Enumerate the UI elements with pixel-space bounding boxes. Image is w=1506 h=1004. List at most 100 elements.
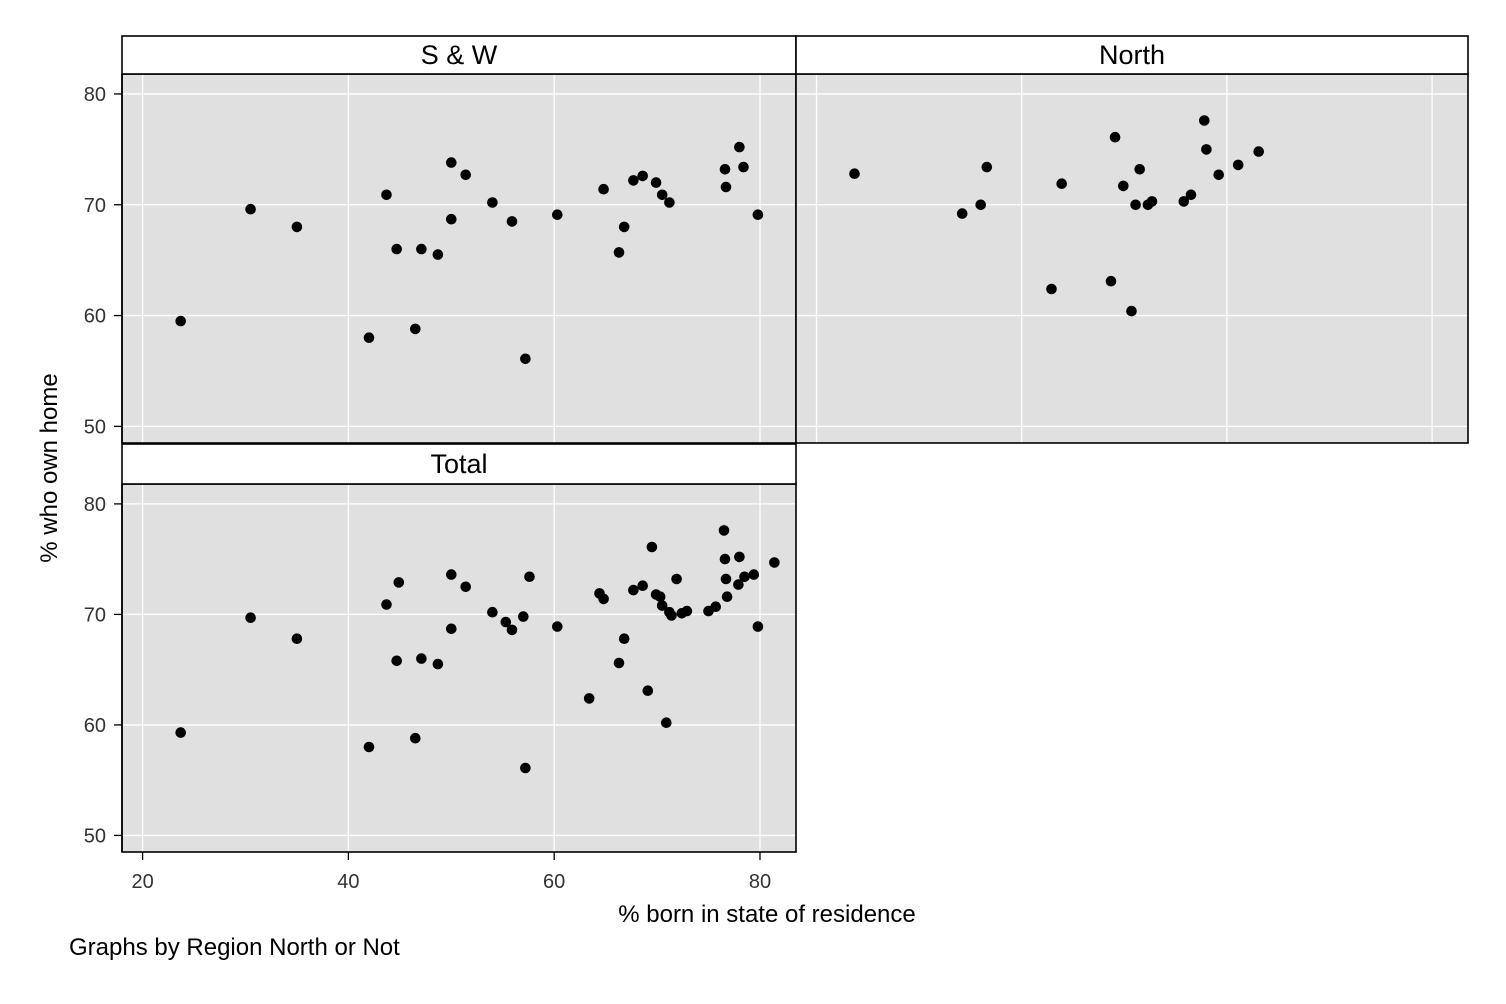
axes-layer: 50 60 70 80 50 60 70 80 20 40 60 80 [84, 74, 771, 893]
data-point [552, 209, 563, 220]
data-point [381, 189, 392, 201]
data-point [613, 247, 625, 258]
data-point [769, 557, 780, 568]
data-point [393, 577, 405, 588]
data-point [734, 141, 745, 153]
data-point [721, 591, 733, 602]
data-point [1185, 189, 1197, 201]
y-tick-label: 70 [84, 604, 106, 626]
data-point [664, 197, 675, 208]
y-tick-label: 60 [84, 306, 106, 328]
data-point [432, 658, 444, 670]
data-point [637, 580, 648, 591]
data-point [1201, 144, 1212, 155]
data-point [613, 657, 625, 669]
x-tick-label: 80 [749, 871, 771, 893]
data-point [416, 243, 427, 255]
panel-s-w: S & W [121, 35, 797, 444]
data-point [1199, 115, 1210, 126]
y-tick-label: 80 [84, 84, 106, 106]
data-point [291, 633, 303, 644]
data-point [1130, 199, 1141, 211]
plot-background [122, 74, 796, 443]
data-point [646, 541, 658, 553]
x-axis-title: % born in state of residence [618, 901, 916, 928]
y-axis: 50 60 70 80 [84, 74, 123, 443]
data-point [654, 591, 666, 602]
data-point [1109, 131, 1121, 143]
y-axis: 50 60 70 80 [84, 484, 123, 852]
x-tick-label: 60 [543, 871, 565, 893]
panel-header [121, 35, 797, 75]
data-point [733, 579, 744, 590]
panel-north: North [795, 35, 1469, 444]
data-point [656, 600, 668, 611]
data-point [975, 199, 986, 211]
data-point [748, 569, 760, 580]
data-point [637, 170, 648, 182]
data-point [718, 525, 730, 536]
data-point [506, 624, 518, 636]
data-point [710, 601, 721, 612]
data-point [446, 569, 457, 580]
data-point [752, 209, 764, 220]
x-axis: 20 40 60 80 [131, 852, 771, 893]
plot-background [796, 74, 1468, 443]
data-point [956, 208, 968, 219]
data-point [628, 584, 639, 596]
data-point [518, 611, 529, 622]
data-point [487, 197, 498, 208]
data-point [245, 203, 256, 215]
data-point [583, 693, 595, 704]
data-point [524, 571, 535, 583]
y-tick-label: 50 [84, 416, 106, 438]
data-point [642, 685, 654, 696]
data-point [738, 161, 749, 173]
data-point [446, 213, 457, 225]
data-point [552, 621, 563, 632]
y-tick-label: 60 [84, 715, 106, 737]
data-point [363, 332, 375, 344]
facet-note: Graphs by Region North or Not [69, 934, 400, 961]
data-point [520, 353, 531, 365]
data-point [628, 175, 639, 186]
y-tick-label: 70 [84, 195, 106, 217]
data-point [446, 623, 457, 635]
data-point [720, 181, 732, 193]
panel-header [121, 443, 797, 485]
data-point [381, 599, 392, 610]
data-point [500, 616, 512, 628]
y-axis-title: % who own home [36, 373, 63, 562]
panel-title: S & W [421, 40, 498, 70]
data-point [1134, 164, 1145, 175]
panel-title: North [1099, 40, 1165, 70]
panels-layer: S & W North Total [121, 35, 1469, 853]
data-point [1126, 305, 1137, 317]
x-tick-label: 20 [131, 871, 153, 893]
data-point [734, 551, 745, 563]
data-point [410, 732, 421, 744]
data-point [719, 553, 731, 565]
data-point [460, 169, 472, 181]
data-point [1232, 159, 1244, 171]
data-point [1118, 180, 1129, 192]
data-point [650, 177, 662, 188]
data-point [1213, 169, 1224, 181]
data-point [410, 323, 421, 335]
data-point [175, 315, 186, 327]
data-point [175, 727, 186, 738]
data-point [1046, 283, 1057, 295]
data-point [363, 741, 375, 753]
data-point [681, 605, 693, 617]
data-point [432, 249, 444, 260]
data-point [661, 717, 672, 728]
data-point [981, 161, 993, 173]
data-point [656, 189, 668, 201]
data-point [506, 216, 518, 227]
data-point [752, 621, 764, 632]
data-point [391, 655, 403, 667]
data-point [1105, 275, 1117, 287]
panel-header [795, 35, 1469, 75]
data-point [720, 573, 732, 585]
